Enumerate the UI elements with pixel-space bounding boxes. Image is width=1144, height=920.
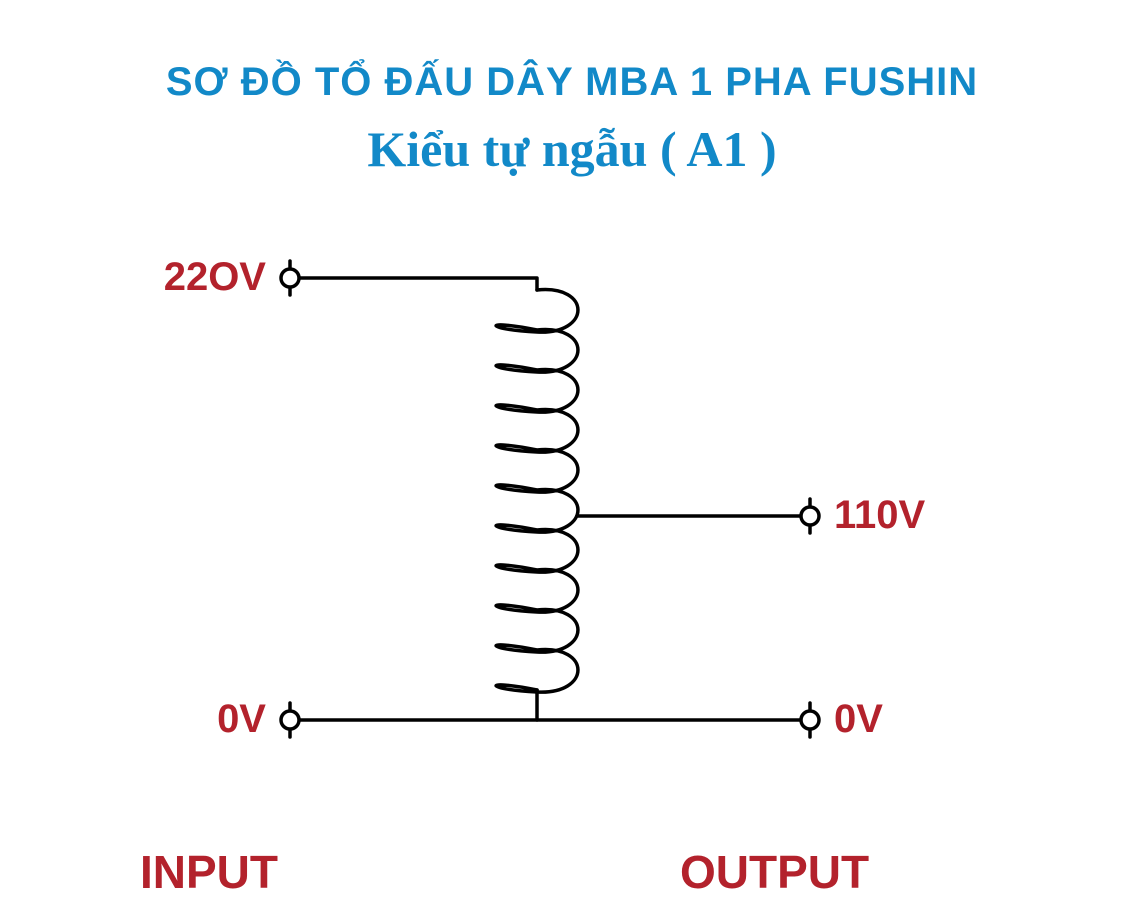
wiring-svg bbox=[0, 0, 1144, 920]
io-label-output: OUTPUT bbox=[680, 845, 869, 899]
voltage-label-input-0v: 0V bbox=[217, 697, 266, 742]
voltage-label-output-0v: 0V bbox=[834, 697, 883, 742]
io-label-input: INPUT bbox=[140, 845, 278, 899]
voltage-label-input-220v: 22OV bbox=[164, 255, 266, 300]
diagram-stage: SƠ ĐỒ TỔ ĐẤU DÂY MBA 1 PHA FUSHIN Kiểu t… bbox=[0, 0, 1144, 920]
voltage-label-output-110v: 110V bbox=[834, 493, 925, 538]
